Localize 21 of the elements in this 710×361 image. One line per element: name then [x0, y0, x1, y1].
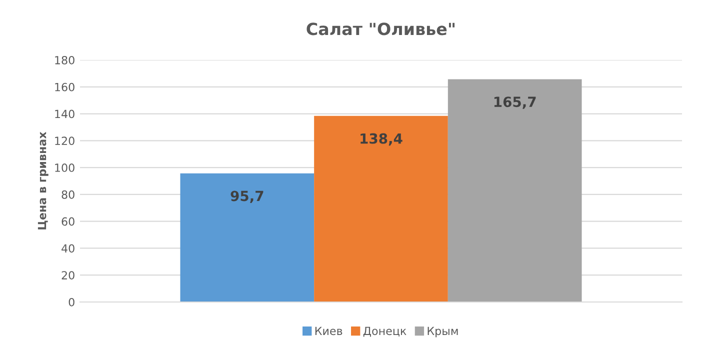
chart-title: Салат "Оливье": [306, 22, 455, 36]
y-tick-label: 140: [55, 110, 74, 118]
data-label: 138,4: [360, 133, 402, 146]
y-axis-title: Цена в гривнах: [38, 132, 48, 230]
legend-label: Киев: [315, 326, 342, 336]
legend-label: Крым: [428, 326, 458, 338]
y-tick-label: 0: [68, 298, 74, 306]
bar: [448, 79, 582, 302]
y-tick-label: 180: [55, 56, 74, 64]
y-tick-label: 20: [62, 271, 74, 280]
bar: [314, 116, 448, 302]
data-label: 165,7: [494, 96, 536, 109]
bar: [180, 173, 314, 302]
legend-label: Донецк: [363, 326, 406, 337]
y-tick-label: 80: [62, 190, 74, 199]
y-tick-label: 60: [62, 217, 74, 226]
y-tick-label: 40: [62, 244, 74, 253]
y-tick-label: 120: [55, 136, 74, 146]
data-label: 95,7: [230, 190, 264, 203]
y-tick-label: 100: [55, 164, 74, 172]
y-tick-label: 160: [55, 82, 74, 92]
